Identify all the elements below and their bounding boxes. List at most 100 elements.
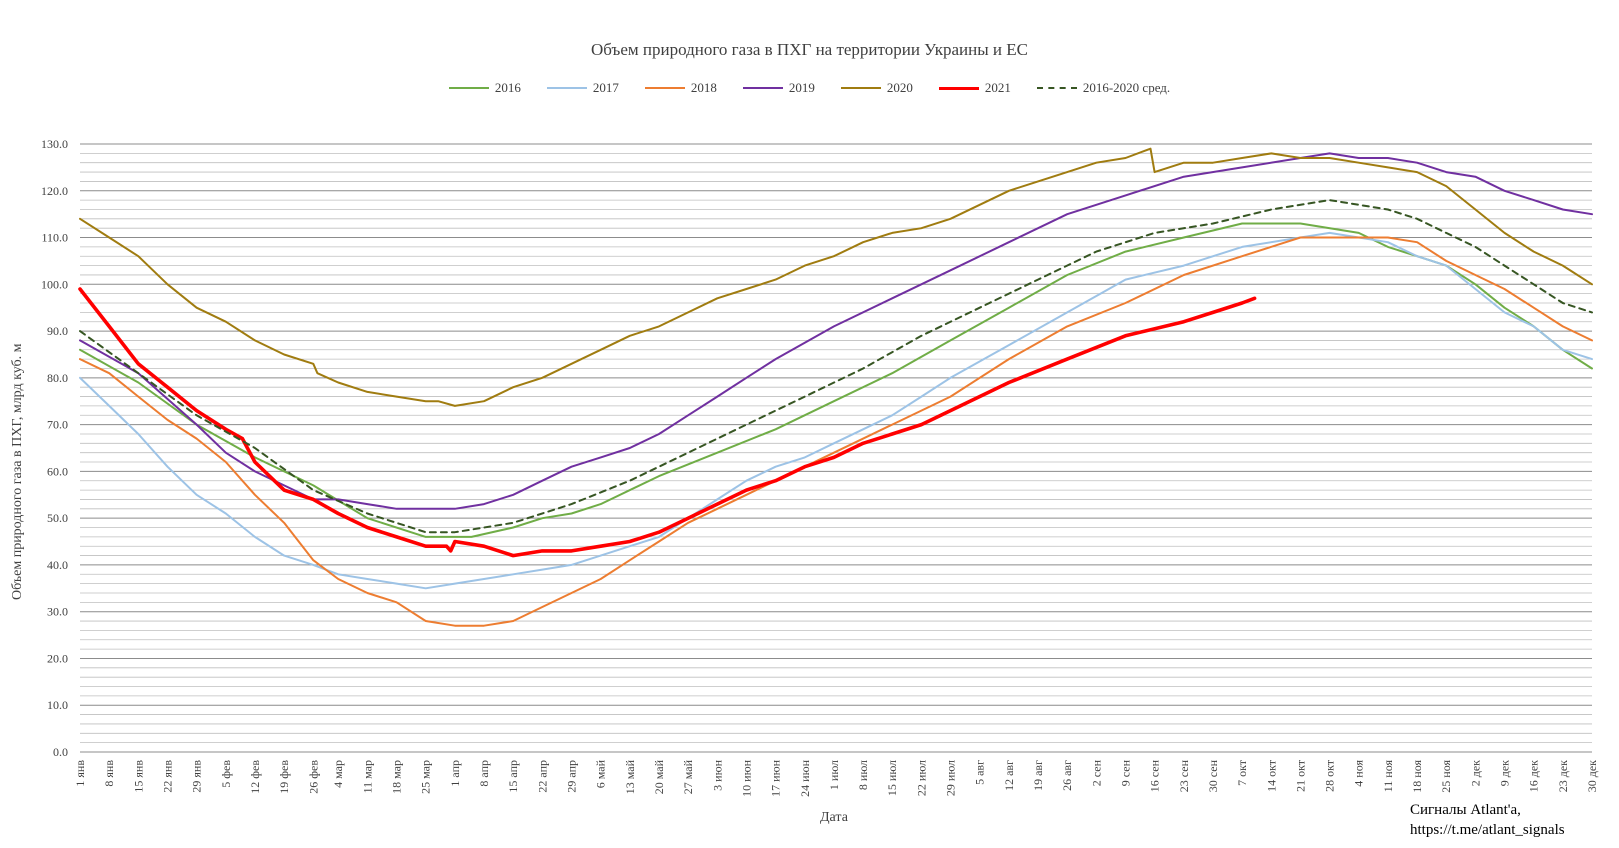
legend-swatch xyxy=(1036,87,1077,89)
x-tick-label: 13 май xyxy=(623,759,637,794)
legend-item: 2018 xyxy=(644,80,717,96)
x-tick-label: 30 дек xyxy=(1585,760,1599,792)
x-tick-label: 16 сен xyxy=(1148,759,1162,792)
x-tick-label: 6 май xyxy=(594,759,608,788)
series-line-2021 xyxy=(78,287,1257,558)
legend-item: 2020 xyxy=(840,80,913,96)
y-axis-ticks: 0.0 10.0 20.0 30.0 40.0 50.0 60.0 70.0 80.0 90.0 1… xyxy=(41,137,68,759)
x-tick-label: 25 мар xyxy=(419,760,433,794)
x-tick-label: 26 авг xyxy=(1060,760,1074,791)
x-tick-label: 15 апр xyxy=(506,760,520,793)
x-tick-label: 11 мар xyxy=(360,760,374,793)
legend-swatch xyxy=(938,86,979,90)
x-tick-label: 3 июн xyxy=(710,759,724,790)
x-tick-label: 2 дек xyxy=(1468,760,1482,786)
x-tick-label: 29 июл xyxy=(944,760,958,796)
legend-label: 2016 xyxy=(494,80,521,95)
x-tick-label: 11 ноя xyxy=(1381,760,1395,793)
x-tick-label: 1 апр xyxy=(448,760,462,787)
x-tick-label: 2 сен xyxy=(1089,759,1103,786)
x-tick-label: 14 окт xyxy=(1264,759,1278,792)
legend-label: 2017 xyxy=(592,80,619,95)
series-line-2019 xyxy=(79,152,1593,510)
x-tick-label: 17 июн xyxy=(769,759,783,796)
y-tick-label: 100.0 xyxy=(41,277,68,291)
series-line-2017 xyxy=(79,231,1593,590)
y-tick-label: 50.0 xyxy=(47,511,68,525)
x-tick-label: 9 сен xyxy=(1118,759,1132,786)
legend-label: 2020 xyxy=(886,80,913,95)
x-axis-ticks: 1 янв 8 янв 15 янв 22 янв 29 янв 5 фев 12 фев 1… xyxy=(73,759,1599,797)
x-tick-label: 16 дек xyxy=(1527,760,1541,792)
legend-label: 2021 xyxy=(984,80,1011,95)
x-tick-label: 10 июн xyxy=(739,759,753,796)
y-tick-label: 0.0 xyxy=(53,745,68,759)
x-tick-label: 9 дек xyxy=(1498,760,1512,786)
x-tick-label: 4 ноя xyxy=(1352,760,1366,787)
x-tick-label: 12 фев xyxy=(248,760,262,794)
legend-item: 2021 xyxy=(938,80,1011,96)
series-line-2016-2020- xyxy=(79,199,1593,534)
y-tick-label: 90.0 xyxy=(47,324,68,338)
x-tick-label: 29 янв xyxy=(190,760,204,793)
x-tick-label: 29 апр xyxy=(565,760,579,793)
x-tick-label: 25 ноя xyxy=(1439,760,1453,793)
x-tick-label: 8 апр xyxy=(477,760,491,787)
x-tick-label: 12 авг xyxy=(1002,760,1016,791)
legend-label: 2016-2020 сред. xyxy=(1082,80,1171,95)
x-tick-label: 30 сен xyxy=(1206,759,1220,792)
y-tick-label: 30.0 xyxy=(47,605,68,619)
x-tick-label: 19 авг xyxy=(1031,760,1045,791)
x-tick-label: 1 янв xyxy=(73,760,87,787)
x-tick-label: 20 май xyxy=(652,759,666,794)
legend-swatch xyxy=(840,87,881,89)
y-tick-label: 110.0 xyxy=(41,231,68,245)
y-tick-label: 60.0 xyxy=(47,464,68,478)
y-tick-label: 120.0 xyxy=(41,184,68,198)
x-tick-label: 23 сен xyxy=(1177,759,1191,792)
legend-item: 2017 xyxy=(546,80,619,96)
signature-line-1: Сигналы Atlant'a, xyxy=(1410,802,1521,818)
x-tick-label: 15 июл xyxy=(885,760,899,796)
x-tick-label: 21 окт xyxy=(1293,759,1307,792)
x-tick-label: 22 июл xyxy=(914,760,928,796)
y-tick-label: 10.0 xyxy=(47,698,68,712)
x-tick-label: 19 фев xyxy=(277,760,291,794)
signature-line-2: https://t.me/atlant_signals xyxy=(1410,822,1565,838)
x-axis-label: Дата xyxy=(820,810,848,825)
x-tick-label: 26 фев xyxy=(306,760,320,794)
series-line-2018 xyxy=(79,236,1593,627)
x-tick-label: 7 окт xyxy=(1235,759,1249,786)
y-tick-label: 20.0 xyxy=(47,651,68,665)
grid-lines xyxy=(80,143,1592,753)
x-tick-label: 4 мар xyxy=(331,760,345,788)
x-tick-label: 1 июл xyxy=(827,760,841,790)
legend-swatch xyxy=(742,87,783,89)
series-line-2020 xyxy=(79,147,1593,407)
legend-swatch xyxy=(448,87,489,89)
x-tick-label: 5 фев xyxy=(219,760,233,788)
x-tick-label: 28 окт xyxy=(1323,759,1337,792)
y-axis-label: Объем природного газа в ПХГ, млрд куб. м xyxy=(10,343,25,600)
x-tick-label: 8 янв xyxy=(102,760,116,787)
chart-title: Объем природного газа в ПХГ на территори… xyxy=(591,40,1028,59)
y-tick-label: 70.0 xyxy=(47,418,68,432)
x-tick-label: 5 авг xyxy=(973,760,987,785)
author-signature: Сигналы Atlant'a, https://t.me/atlant_si… xyxy=(1410,800,1565,840)
y-tick-label: 40.0 xyxy=(47,558,68,572)
legend-swatch xyxy=(644,87,685,89)
legend-item: 2019 xyxy=(742,80,815,96)
x-tick-label: 18 мар xyxy=(390,760,404,794)
y-tick-label: 80.0 xyxy=(47,371,68,385)
chart-legend: 2016 2017 2018 2019 2020 2021 2016-2020 сред. xyxy=(0,80,1619,96)
legend-label: 2018 xyxy=(690,80,717,95)
y-tick-label: 130.0 xyxy=(41,137,68,151)
x-tick-label: 22 апр xyxy=(535,760,549,793)
x-tick-label: 24 июн xyxy=(798,759,812,796)
x-tick-label: 18 ноя xyxy=(1410,760,1424,793)
legend-label: 2019 xyxy=(788,80,815,95)
legend-item: 2016 xyxy=(448,80,521,96)
legend-item: 2016-2020 сред. xyxy=(1036,80,1171,96)
x-tick-label: 27 май xyxy=(681,759,695,794)
